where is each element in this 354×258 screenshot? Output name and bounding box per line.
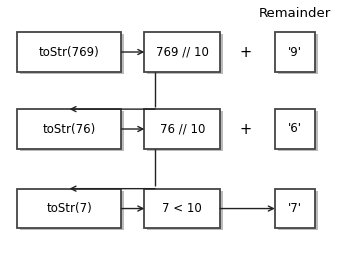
Text: +: + <box>240 45 252 60</box>
FancyBboxPatch shape <box>147 34 223 74</box>
FancyBboxPatch shape <box>144 32 220 72</box>
FancyBboxPatch shape <box>278 191 318 230</box>
FancyBboxPatch shape <box>275 189 315 228</box>
FancyBboxPatch shape <box>20 34 124 74</box>
FancyBboxPatch shape <box>147 111 223 151</box>
FancyBboxPatch shape <box>20 191 124 230</box>
FancyBboxPatch shape <box>275 109 315 149</box>
FancyBboxPatch shape <box>278 34 318 74</box>
FancyBboxPatch shape <box>275 32 315 72</box>
Text: +: + <box>240 122 252 136</box>
Text: 7 < 10: 7 < 10 <box>162 202 202 215</box>
Text: 76 // 10: 76 // 10 <box>160 123 205 135</box>
FancyBboxPatch shape <box>17 109 121 149</box>
Text: toStr(76): toStr(76) <box>43 123 96 135</box>
FancyBboxPatch shape <box>278 111 318 151</box>
Text: '9': '9' <box>288 45 302 59</box>
Text: toStr(769): toStr(769) <box>39 45 100 59</box>
FancyBboxPatch shape <box>17 189 121 228</box>
FancyBboxPatch shape <box>144 189 220 228</box>
FancyBboxPatch shape <box>147 191 223 230</box>
Text: toStr(7): toStr(7) <box>47 202 92 215</box>
Text: Remainder: Remainder <box>259 7 331 20</box>
FancyBboxPatch shape <box>20 111 124 151</box>
Text: 769 // 10: 769 // 10 <box>156 45 209 59</box>
Text: '6': '6' <box>288 123 302 135</box>
FancyBboxPatch shape <box>17 32 121 72</box>
FancyBboxPatch shape <box>144 109 220 149</box>
Text: '7': '7' <box>288 202 302 215</box>
